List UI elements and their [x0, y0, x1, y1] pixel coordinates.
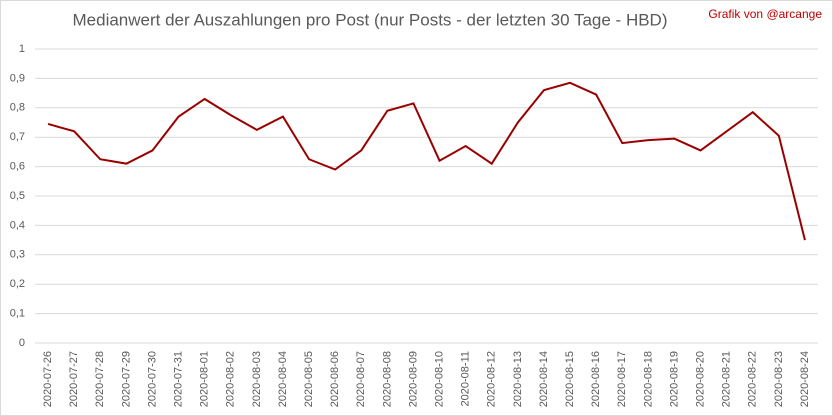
x-tick-label: 2020-08-02 — [225, 351, 237, 407]
x-tick-label: 2020-07-29 — [120, 351, 132, 407]
x-tick-label: 2020-08-23 — [773, 351, 785, 407]
x-tick-label: 2020-08-11 — [460, 351, 472, 406]
y-tick-label: 0,4 — [10, 219, 25, 231]
x-tick-label: 2020-08-09 — [407, 351, 419, 407]
x-tick-label: 2020-08-07 — [355, 351, 367, 407]
x-tick-label: 2020-08-17 — [616, 351, 628, 407]
x-tick-label: 2020-08-10 — [433, 351, 445, 407]
x-tick-label: 2020-08-01 — [199, 351, 211, 407]
x-tick-label: 2020-08-13 — [512, 351, 524, 407]
y-tick-label: 0,1 — [10, 308, 25, 320]
x-tick-label: 2020-07-27 — [68, 351, 80, 407]
x-tick-label: 2020-07-31 — [172, 351, 184, 407]
y-tick-label: 0,7 — [10, 131, 25, 143]
x-tick-label: 2020-07-28 — [94, 351, 106, 407]
x-tick-label: 2020-08-14 — [538, 351, 550, 407]
chart-title: Medianwert der Auszahlungen pro Post (nu… — [73, 10, 668, 29]
x-tick-label: 2020-08-08 — [381, 351, 393, 407]
y-tick-label: 0,9 — [10, 72, 25, 84]
x-tick-label: 2020-08-22 — [747, 351, 759, 407]
y-tick-label: 0,5 — [10, 190, 25, 202]
y-tick-label: 0,3 — [10, 249, 25, 261]
x-tick-label: 2020-08-19 — [668, 351, 680, 407]
x-tick-label: 2020-08-12 — [486, 351, 498, 407]
x-tick-label: 2020-08-03 — [251, 351, 263, 407]
x-tick-label: 2020-08-24 — [799, 351, 811, 407]
x-tick-label: 2020-08-21 — [721, 351, 733, 407]
annotation: Grafik von @arcange — [708, 7, 822, 21]
x-tick-label: 2020-07-26 — [42, 351, 54, 407]
x-tick-label: 2020-08-06 — [329, 351, 341, 407]
y-tick-label: 0,6 — [10, 161, 25, 173]
y-tick-label: 1 — [19, 43, 25, 55]
y-tick-label: 0,8 — [10, 102, 25, 114]
x-tick-label: 2020-07-30 — [146, 351, 158, 407]
x-tick-label: 2020-08-04 — [277, 351, 289, 407]
x-tick-label: 2020-08-20 — [694, 351, 706, 407]
x-tick-label: 2020-08-15 — [564, 351, 576, 407]
data-line — [47, 81, 806, 241]
x-tick-label: 2020-08-18 — [642, 351, 654, 407]
y-tick-label: 0 — [19, 337, 25, 349]
x-tick-label: 2020-08-05 — [303, 351, 315, 407]
x-tick-label: 2020-08-16 — [590, 351, 602, 407]
y-tick-label: 0,2 — [10, 278, 25, 290]
